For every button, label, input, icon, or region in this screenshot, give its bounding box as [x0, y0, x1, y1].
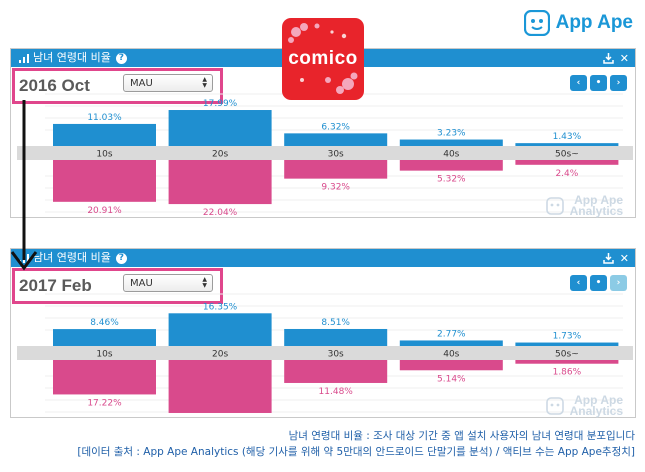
next-period-button[interactable]: › — [610, 275, 627, 291]
category-band — [17, 146, 633, 160]
female-bar — [284, 160, 388, 179]
female-value-label: 2.4% — [555, 169, 578, 179]
female-value-label: 1.86% — [553, 368, 582, 378]
male-value-label: 8.46% — [90, 318, 119, 328]
category-band — [17, 346, 633, 360]
app-ape-watermark-icon — [545, 397, 564, 415]
close-icon[interactable]: ✕ — [619, 251, 629, 265]
help-icon[interactable]: ? — [115, 52, 127, 64]
male-value-label: 17.99% — [203, 99, 238, 109]
male-bar — [53, 123, 156, 146]
caption-definition: 남녀 연령대 비율 : 조사 대상 기간 중 앱 설치 사용자의 남녀 연령대 … — [288, 430, 635, 442]
category-label: 30s — [328, 150, 344, 160]
male-bar — [515, 342, 619, 346]
male-bar — [515, 143, 619, 146]
male-value-label: 3.23% — [437, 129, 466, 139]
female-value-label: 5.32% — [437, 175, 466, 185]
female-value-label: 5.14% — [437, 374, 466, 384]
male-bar — [284, 133, 388, 146]
male-value-label: 16.35% — [203, 302, 238, 312]
prev-period-button[interactable]: ‹ — [570, 75, 587, 91]
watermark-line1: App Ape — [574, 193, 623, 207]
bar-chart-icon — [19, 53, 29, 63]
period-navigation: ‹ • › — [570, 75, 627, 91]
age-gender-chart-2017: 8.46%17.22%10s16.35%26.49%20s8.51%11.48%… — [17, 293, 633, 417]
female-bar — [53, 160, 156, 202]
period-navigation: ‹ • › — [570, 275, 627, 291]
close-icon[interactable]: ✕ — [619, 51, 629, 65]
brand-name: App Ape — [555, 12, 633, 33]
current-period-button[interactable]: • — [590, 275, 607, 291]
male-value-label: 6.32% — [321, 122, 350, 132]
app-ape-watermark-icon — [545, 197, 564, 215]
watermark-line2: Analytics — [569, 404, 623, 418]
select-arrows-icon: ▲ ▼ — [202, 76, 207, 89]
period-label: 2016 Oct — [19, 76, 90, 95]
male-value-label: 2.77% — [437, 329, 466, 339]
period-highlight-box — [12, 68, 223, 104]
male-bar — [399, 139, 503, 146]
app-ape-logo: App Ape — [523, 10, 633, 36]
current-period-button[interactable]: • — [590, 75, 607, 91]
watermark-line1: App Ape — [574, 393, 623, 407]
metric-select[interactable]: MAU ▲ ▼ — [123, 74, 213, 92]
female-value-label: 22.04% — [203, 208, 238, 217]
age-gender-panel-2017: 남녀 연령대 비율 ? ✕ 2017 Feb MAU ▲ ▼ ‹ • › 8.46… — [10, 248, 636, 418]
female-bar — [515, 360, 619, 364]
category-label: 50s~ — [555, 350, 579, 360]
period-label: 2017 Feb — [19, 276, 92, 295]
male-bar — [53, 329, 156, 346]
male-value-label: 11.03% — [87, 113, 122, 123]
app-ape-monkey-icon — [523, 10, 550, 36]
female-value-label: 20.91% — [87, 206, 122, 216]
analytics-watermark: App Ape Analytics — [545, 193, 623, 218]
period-highlight-box — [12, 268, 223, 304]
male-value-label: 1.73% — [553, 332, 582, 342]
panel-title: 남녀 연령대 비율 — [33, 251, 111, 264]
male-value-label: 1.43% — [553, 132, 582, 142]
female-bar — [399, 160, 503, 171]
female-bar — [515, 160, 619, 165]
caption-source: [데이터 출처 : App Ape Analytics (해당 기사를 위해 약… — [77, 446, 635, 458]
select-arrows-icon: ▲ ▼ — [202, 276, 207, 289]
comico-app-icon: comico — [282, 18, 364, 100]
watermark-line2: Analytics — [569, 204, 623, 218]
category-label: 40s — [443, 350, 459, 360]
help-icon[interactable]: ? — [115, 252, 127, 264]
male-bar — [284, 328, 388, 346]
female-bar — [284, 360, 388, 383]
download-icon[interactable] — [603, 252, 614, 264]
male-bar — [399, 340, 503, 346]
comico-wordmark: comico — [288, 48, 358, 69]
metric-select-value: MAU — [130, 278, 153, 289]
female-value-label: 9.32% — [321, 183, 350, 193]
download-icon[interactable] — [603, 52, 614, 64]
category-label: 20s — [212, 350, 228, 360]
cherry-blossom-decoration — [288, 23, 358, 94]
female-bar — [399, 360, 503, 371]
category-label: 10s — [96, 350, 112, 360]
panel-title: 남녀 연령대 비율 — [33, 51, 111, 64]
metric-select[interactable]: MAU ▲ ▼ — [123, 274, 213, 292]
female-bar — [168, 160, 272, 205]
male-bar — [168, 110, 272, 146]
female-bar — [168, 360, 272, 413]
category-label: 10s — [96, 150, 112, 160]
prev-period-button[interactable]: ‹ — [570, 275, 587, 291]
female-value-label: 11.48% — [319, 387, 354, 397]
metric-select-value: MAU — [130, 78, 153, 89]
female-bar — [53, 360, 156, 395]
female-value-label: 17.22% — [87, 398, 122, 408]
category-label: 40s — [443, 150, 459, 160]
male-value-label: 8.51% — [321, 318, 350, 328]
male-bar — [168, 313, 272, 346]
analytics-watermark: App Ape Analytics — [545, 393, 623, 418]
next-period-button[interactable]: › — [610, 75, 627, 91]
category-label: 20s — [212, 150, 228, 160]
category-label: 30s — [328, 350, 344, 360]
category-label: 50s~ — [555, 150, 579, 160]
